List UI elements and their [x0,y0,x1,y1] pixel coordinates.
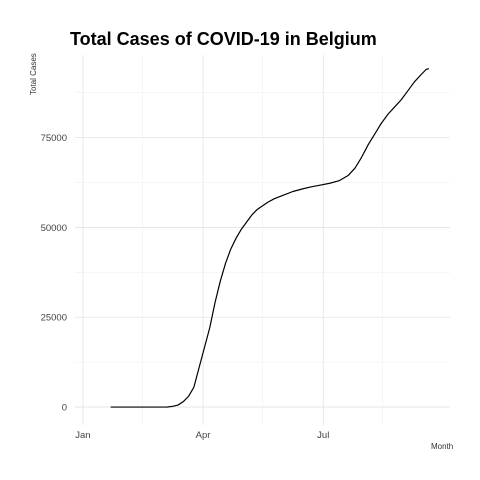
total-cases-line [111,69,429,407]
x-axis-ticks: Jan Apr Jul [75,430,329,441]
x-tick-label: Apr [196,430,211,441]
y-tick-label: 75000 [41,133,67,144]
y-axis-label: Total Cases [29,53,38,95]
x-tick-label: Jan [75,430,90,441]
x-tick-label: Jul [317,430,329,441]
grid [75,55,450,425]
x-axis-label: Month [431,442,453,451]
chart-title: Total Cases of COVID-19 in Belgium [70,29,377,49]
y-axis-ticks: 0 25000 50000 75000 [41,133,67,413]
y-tick-label: 0 [62,403,67,414]
y-tick-label: 25000 [41,313,67,324]
y-tick-label: 50000 [41,223,67,234]
